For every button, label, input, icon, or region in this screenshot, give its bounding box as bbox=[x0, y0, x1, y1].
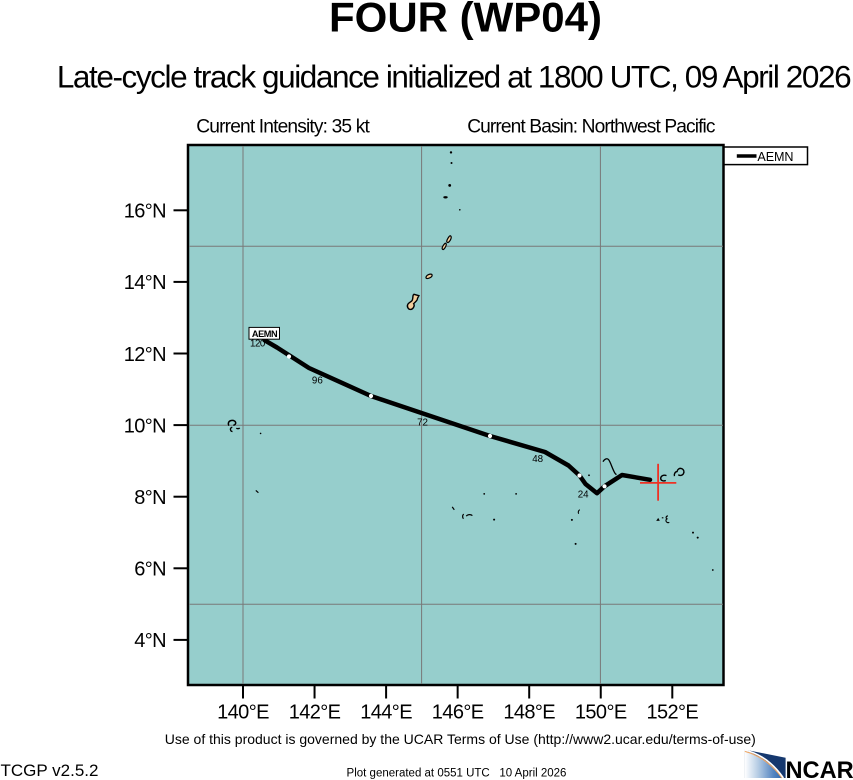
svg-text:14°N: 14°N bbox=[124, 272, 166, 294]
svg-text:152°E: 152°E bbox=[646, 702, 698, 724]
svg-text:Use of this product is governe: Use of this product is governed by the U… bbox=[165, 731, 756, 747]
svg-text:8°N: 8°N bbox=[134, 487, 166, 509]
svg-text:Current Intensity: 35 kt: Current Intensity: 35 kt bbox=[196, 117, 370, 138]
svg-text:AEMN: AEMN bbox=[757, 150, 793, 164]
svg-text:146°E: 146°E bbox=[432, 702, 484, 724]
svg-text:TCGP v2.5.2: TCGP v2.5.2 bbox=[1, 761, 99, 780]
svg-text:48: 48 bbox=[532, 454, 543, 465]
svg-text:72: 72 bbox=[417, 418, 428, 429]
svg-text:150°E: 150°E bbox=[575, 702, 627, 724]
svg-text:Late-cycle track guidance init: Late-cycle track guidance initialized at… bbox=[57, 59, 851, 95]
svg-text:AEMN: AEMN bbox=[252, 329, 278, 339]
svg-text:16°N: 16°N bbox=[124, 201, 166, 223]
svg-text:120: 120 bbox=[250, 339, 266, 350]
svg-text:FOUR (WP04): FOUR (WP04) bbox=[329, 0, 602, 40]
svg-text:Current Basin: Northwest Pacif: Current Basin: Northwest Pacific bbox=[467, 117, 716, 138]
svg-text:148°E: 148°E bbox=[503, 702, 555, 724]
svg-text:140°E: 140°E bbox=[217, 702, 269, 724]
svg-text:144°E: 144°E bbox=[360, 702, 412, 724]
svg-text:12°N: 12°N bbox=[124, 344, 166, 366]
svg-text:10°N: 10°N bbox=[124, 415, 166, 437]
svg-text:24: 24 bbox=[578, 490, 589, 501]
svg-text:96: 96 bbox=[312, 376, 323, 387]
svg-text:142°E: 142°E bbox=[289, 702, 341, 724]
svg-text:6°N: 6°N bbox=[134, 559, 166, 581]
svg-text:NCAR: NCAR bbox=[786, 758, 853, 780]
svg-text:4°N: 4°N bbox=[134, 630, 166, 652]
svg-text:Plot generated at 0551 UTC 1: Plot generated at 0551 UTC 10 April 2026 bbox=[347, 767, 567, 779]
